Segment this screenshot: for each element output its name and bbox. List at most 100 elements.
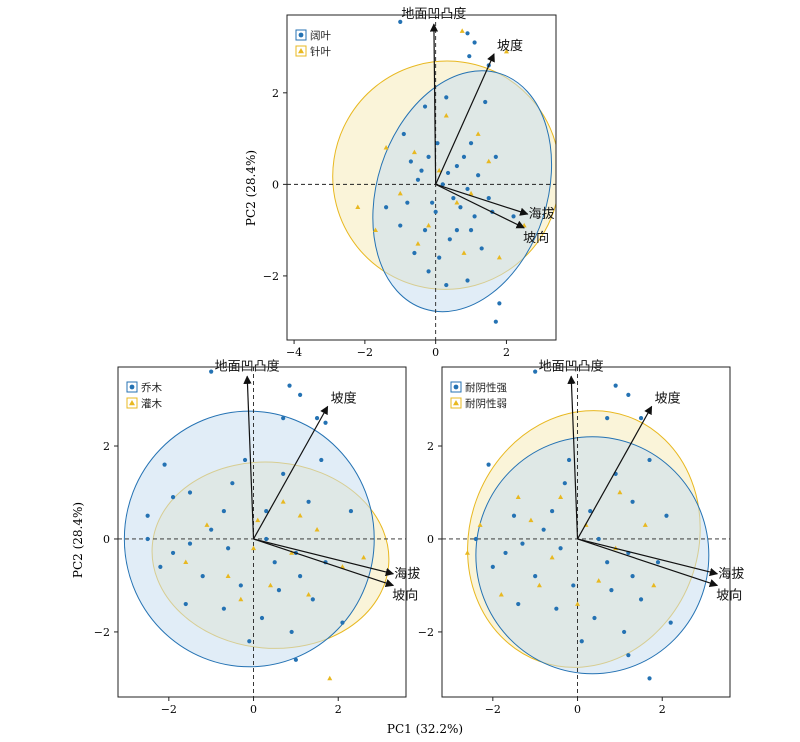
data-point xyxy=(348,508,354,514)
plot-area xyxy=(118,367,406,697)
data-point xyxy=(575,601,581,606)
data-point xyxy=(281,416,286,421)
legend-marker-circle xyxy=(453,384,459,390)
data-point xyxy=(588,508,593,514)
data-point xyxy=(605,560,610,565)
data-point xyxy=(496,254,502,260)
loading-label: 坡向 xyxy=(716,587,742,603)
x-tick-label: −2 xyxy=(161,703,177,716)
y-tick-label: 0 xyxy=(427,533,434,546)
x-axis-label: PC1 (32.2%) xyxy=(387,722,463,736)
data-point xyxy=(204,522,210,527)
data-point xyxy=(476,173,481,178)
loading-arrow xyxy=(243,375,255,539)
loading-label: 海拔 xyxy=(718,567,744,582)
data-point xyxy=(422,228,428,233)
data-point xyxy=(605,416,610,421)
data-point xyxy=(630,574,635,579)
data-point xyxy=(397,190,403,196)
data-point xyxy=(310,597,315,602)
legend-label: 耐阴性弱 xyxy=(465,397,507,410)
data-point xyxy=(483,99,488,105)
loading-label: 地面凹凸度 xyxy=(215,358,280,374)
data-point xyxy=(444,95,449,100)
legend-label: 阔叶 xyxy=(310,29,331,42)
data-point xyxy=(314,526,320,532)
data-point xyxy=(401,131,406,137)
data-point xyxy=(251,545,257,551)
data-point xyxy=(272,560,277,565)
data-point xyxy=(477,522,483,527)
data-point xyxy=(596,536,601,542)
data-point xyxy=(398,223,403,228)
x-tick-label: 2 xyxy=(503,346,510,359)
loading-arrow xyxy=(577,538,719,588)
data-point xyxy=(327,675,333,681)
data-point xyxy=(289,629,294,635)
data-point xyxy=(638,597,644,602)
data-point xyxy=(170,495,176,500)
data-point xyxy=(435,141,440,146)
data-point xyxy=(664,513,669,518)
data-point xyxy=(445,170,451,176)
data-point xyxy=(306,592,312,597)
data-point xyxy=(617,489,623,495)
data-point xyxy=(408,159,413,164)
data-point xyxy=(287,383,292,388)
data-point xyxy=(255,517,261,523)
y-axis-label-top: PC2 (28.4%) xyxy=(244,150,258,226)
y-tick-label: 0 xyxy=(103,533,110,546)
data-point xyxy=(372,227,378,232)
data-point xyxy=(528,517,534,523)
x-tick-label: 2 xyxy=(659,703,666,716)
data-point xyxy=(630,499,635,504)
data-point xyxy=(454,199,460,205)
data-point xyxy=(613,383,618,388)
data-point xyxy=(183,559,189,565)
data-point xyxy=(293,657,298,662)
data-point xyxy=(298,574,303,579)
loading-label: 坡度 xyxy=(655,391,681,407)
data-point xyxy=(412,250,417,256)
panel-frame xyxy=(117,366,407,698)
data-point xyxy=(415,241,421,246)
data-point xyxy=(638,416,644,421)
data-point xyxy=(486,158,492,164)
loading-label: 坡向 xyxy=(523,230,549,246)
data-point xyxy=(490,564,495,569)
data-point xyxy=(497,301,502,306)
data-point xyxy=(647,457,652,463)
data-point xyxy=(467,54,472,59)
data-point xyxy=(398,19,403,24)
loading-arrow xyxy=(567,375,579,539)
data-point xyxy=(468,190,474,196)
data-point xyxy=(426,269,431,274)
data-point xyxy=(297,513,303,518)
y-tick-label: −2 xyxy=(418,626,434,639)
data-point xyxy=(230,481,235,486)
loading-arrow xyxy=(435,53,495,185)
data-point xyxy=(536,582,542,588)
data-point xyxy=(242,457,248,463)
data-point xyxy=(264,536,269,542)
panel-frame xyxy=(441,366,731,698)
loading-arrow xyxy=(253,538,395,577)
y-tick-label: 2 xyxy=(427,440,434,453)
data-point xyxy=(422,104,428,109)
data-point xyxy=(515,494,521,499)
data-point xyxy=(419,168,424,173)
loading-arrow xyxy=(429,23,439,185)
data-point xyxy=(323,420,328,425)
loading-arrow xyxy=(253,538,395,588)
data-point xyxy=(493,319,498,324)
loading-label: 海拔 xyxy=(394,567,420,582)
loading-label: 坡度 xyxy=(331,391,357,407)
y-tick-label: 0 xyxy=(272,178,279,191)
data-point xyxy=(465,31,470,36)
y-tick-label: 2 xyxy=(272,87,279,100)
data-point xyxy=(433,209,438,214)
